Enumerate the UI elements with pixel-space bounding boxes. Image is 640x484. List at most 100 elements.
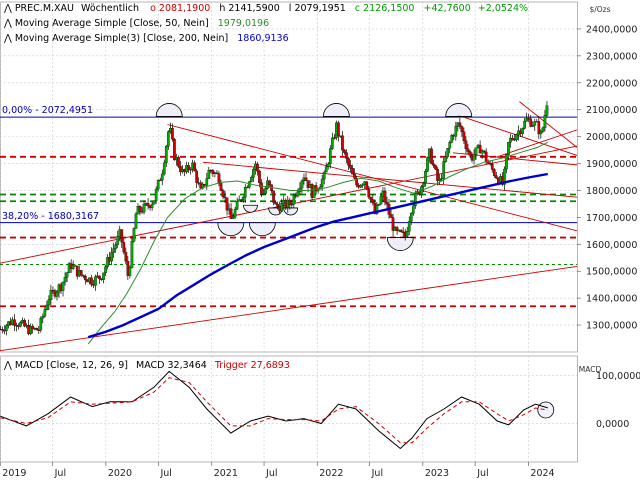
x-tick-label: 2021	[214, 468, 238, 479]
candle-body	[474, 147, 478, 155]
candle-body	[521, 128, 524, 134]
macd-value: MACD 32,3464	[136, 360, 207, 371]
markers-layer	[155, 103, 555, 419]
candle-body	[365, 181, 369, 190]
high-value: h 2141,5900	[219, 3, 279, 14]
candle-body	[432, 163, 435, 166]
macd-header: ⋀ MACD [Close, 12, 26, 9] MACD 32,3464 T…	[3, 360, 290, 371]
candle-body	[296, 191, 300, 197]
candle-body	[152, 200, 156, 205]
candle-body	[239, 199, 243, 201]
candle-body	[193, 162, 196, 172]
candle-body	[369, 196, 373, 200]
candle-body	[539, 131, 543, 135]
candle-body	[221, 190, 225, 197]
ma50-header: ⋀ Moving Average Simple [Close, 50, Nein…	[3, 18, 269, 29]
candle-body	[160, 173, 164, 181]
candle-body	[166, 131, 170, 147]
interval: Wöchentlich	[81, 3, 139, 14]
candle-body	[154, 188, 158, 201]
candle-body	[110, 252, 113, 262]
candle-body	[245, 187, 249, 189]
fib-382-label: 38,20% - 1680,3167	[2, 211, 99, 222]
candle-body	[345, 152, 348, 159]
candle-body	[371, 199, 375, 204]
candle-body	[83, 275, 87, 281]
candle-body	[162, 162, 166, 175]
x-tick-label: Jul	[476, 468, 488, 479]
x-tick-label: 2022	[319, 468, 343, 479]
candle-body	[43, 309, 47, 317]
candle-body	[509, 137, 512, 143]
ma200-label: Moving Average Simple(3) [Close, 200, Ne…	[15, 33, 228, 44]
horizontal-lines-layer	[0, 116, 577, 308]
candle-body	[179, 166, 182, 173]
macd-circle-marker	[537, 401, 555, 419]
candle-body	[158, 179, 162, 182]
candle-body	[438, 178, 441, 181]
low-value: l 2079,1951	[289, 3, 346, 14]
candle-body	[347, 158, 350, 166]
candle-body	[454, 126, 458, 137]
candle-body	[146, 203, 150, 207]
trend-lines-layer	[0, 101, 578, 352]
candle-body	[324, 166, 328, 173]
candle-body	[35, 327, 39, 331]
bottom-2022-11-marker	[386, 237, 414, 251]
candle-body	[448, 142, 452, 149]
candle-body	[422, 182, 425, 187]
top-2020-08-marker	[155, 103, 183, 117]
y-tick-label: 1500,0000	[586, 267, 637, 278]
candle-body	[233, 208, 237, 218]
candle-body	[128, 267, 132, 276]
candle-body	[541, 127, 545, 132]
candle-body	[391, 217, 395, 231]
candle-body	[462, 131, 466, 141]
change-pct-value: +2,0524%	[478, 3, 528, 14]
macd-label: MACD [Close, 12, 26, 9]	[15, 360, 128, 371]
short-up-line	[497, 129, 578, 158]
candle-body	[61, 281, 65, 291]
candle-body	[492, 169, 496, 176]
candle-body	[47, 299, 51, 306]
candle-body	[343, 149, 346, 153]
candle-body	[320, 178, 324, 188]
expand-icon: ⋀	[3, 3, 12, 14]
macd-y-tick-label: 0,0000	[596, 419, 629, 430]
candle-body	[533, 121, 537, 126]
candle-body	[65, 272, 69, 278]
candle-body	[288, 199, 292, 206]
candle-body	[280, 203, 284, 212]
candle-body	[351, 168, 354, 175]
top-2022-03-marker	[322, 103, 350, 117]
ma50-icon: ⋀	[3, 18, 12, 29]
y-tick-label: 1600,0000	[586, 240, 637, 251]
candle-body	[531, 125, 535, 127]
candle-body	[379, 196, 383, 205]
candle-body	[235, 201, 239, 210]
header-line: ⋀ PREC.M.XAU Wöchentlich o 2081,1900 h 2…	[3, 3, 528, 14]
candle-body	[276, 204, 280, 207]
candle-body	[94, 276, 97, 286]
candle-body	[322, 172, 326, 180]
candle-body	[359, 184, 363, 188]
x-tick-label: Jul	[159, 468, 171, 479]
y-tick-label: 2300,0000	[586, 51, 637, 62]
candle-body	[375, 205, 379, 214]
candle-body	[494, 175, 498, 179]
candle-body	[523, 120, 527, 129]
candle-body	[468, 151, 472, 156]
x-tick-label: Jul	[371, 468, 383, 479]
candle-body	[399, 229, 403, 233]
candle-body	[383, 190, 387, 203]
candle-body	[79, 270, 83, 276]
candle-body	[132, 228, 136, 242]
candle-body	[361, 184, 365, 186]
candle-body	[81, 274, 85, 277]
x-tick-label: Jul	[265, 468, 277, 479]
candle-body	[229, 208, 233, 219]
candle-body	[231, 216, 235, 219]
candle-body	[49, 290, 53, 300]
